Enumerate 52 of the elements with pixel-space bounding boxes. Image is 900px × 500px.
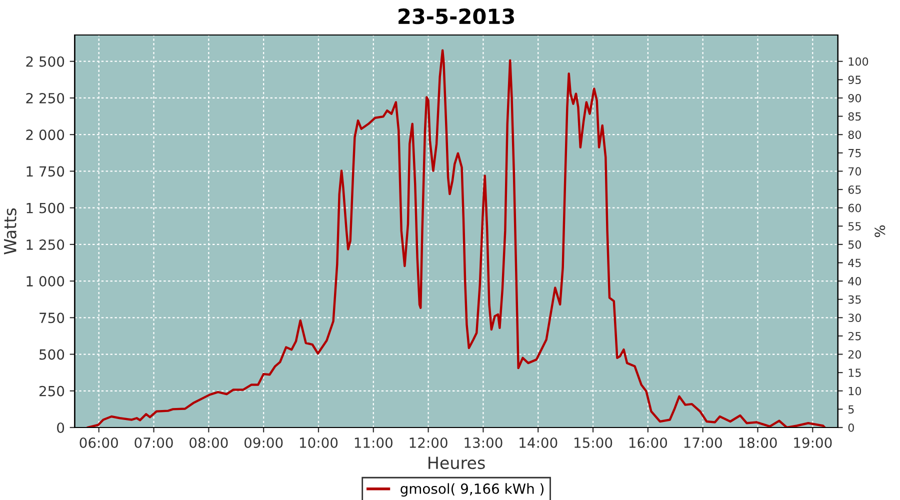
y-tick-label: 2 500 [26,56,64,67]
y2-tick-label: 5 [848,405,854,414]
y2-tick-label: 0 [848,423,854,432]
chart-title: 23-5-2013 [398,8,514,24]
x-tick-label: 19:00 [794,437,832,448]
x-tick-label: 09:00 [244,437,283,448]
y2-axis-title: % [874,225,886,238]
y2-tick-label: 15 [848,368,861,377]
x-tick-label: 10:00 [300,437,338,448]
y-tick-label: 1 000 [26,276,64,287]
y-tick-label: 500 [40,349,64,360]
x-tick-label: 07:00 [134,437,173,448]
y2-tick-label: 35 [848,295,861,304]
legend-label: gmosol( 9,166 kWh ) [400,483,544,497]
y2-tick-label: 60 [848,204,862,212]
y-axis-title: Watts [4,208,16,254]
y2-tick-label: 65 [848,185,861,194]
y2-tick-label: 85 [848,112,861,121]
y2-tick-label: 80 [848,130,862,139]
x-tick-label: 11:00 [354,437,392,448]
y2-tick-label: 100 [848,57,868,66]
y-tick-label: 1 750 [26,166,64,177]
x-tick-label: 17:00 [684,437,722,448]
y-tick-label: 2 000 [26,130,64,140]
line-series [86,49,826,428]
y2-tick-label: 30 [848,314,862,322]
x-tick-label: 12:00 [410,437,448,448]
y-tick-label: 750 [40,312,64,324]
y2-tick-label: 20 [848,350,862,359]
y2-tick-label: 55 [848,222,861,231]
x-tick-label: 18:00 [739,437,777,448]
y-tick-label: 1 500 [26,202,64,214]
x-tick-label: 14:00 [520,437,558,448]
x-tick-label: 08:00 [190,437,228,448]
y2-tick-label: 90 [848,94,862,102]
y2-tick-label: 40 [848,277,862,286]
y2-tick-label: 45 [848,258,861,268]
x-axis-title: Heures [428,456,485,470]
y-tick-label: 1 250 [26,239,64,250]
x-tick-label: 15:00 [574,437,612,448]
y2-tick-label: 75 [848,149,861,158]
y2-tick-label: 10 [848,386,862,396]
y2-tick-label: 25 [848,332,861,340]
y-tick-label: 0 [57,422,64,433]
x-tick-label: 06:00 [80,437,118,448]
y2-tick-label: 95 [848,76,861,84]
x-tick-label: 16:00 [629,437,668,448]
y-tick-label: 2 250 [26,92,64,104]
y-tick-label: 250 [39,386,64,396]
x-tick-label: 13:00 [464,437,502,448]
y2-tick-label: 70 [848,167,862,176]
y2-tick-label: 50 [848,240,862,249]
